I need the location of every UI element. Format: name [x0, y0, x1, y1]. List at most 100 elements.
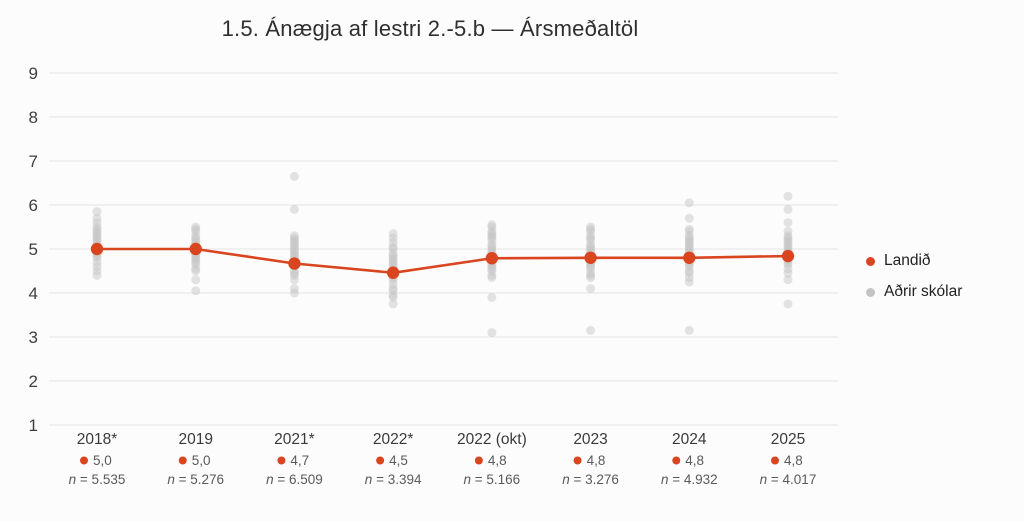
- x-axis-label-group: 2022 (okt) 4,8 n = 5.166: [457, 431, 527, 487]
- scatter-point: [388, 251, 398, 261]
- scatter-point: [388, 290, 398, 300]
- n-label: n = 6.509: [266, 472, 323, 487]
- scatter-point: [191, 222, 201, 232]
- scatter-point: [191, 226, 201, 236]
- x-axis-label-group: 2022* 4,5 n = 3.394: [365, 431, 422, 487]
- y-tick-label: 5: [29, 240, 38, 259]
- scatter-point: [388, 255, 398, 265]
- scatter-point: [684, 233, 694, 243]
- x-category-label: 2021*: [274, 431, 315, 448]
- x-category-label: 2023: [573, 431, 607, 448]
- x-axis-label-group: 2021* 4,7 n = 6.509: [266, 431, 323, 487]
- x-axis-label-group: 2024 4,8 n = 4.932: [661, 431, 718, 487]
- legend-item-landid[interactable]: Landið: [866, 252, 962, 270]
- scatter-point: [92, 218, 102, 228]
- scatter-point: [92, 262, 102, 272]
- scatter-point: [92, 235, 102, 245]
- line-series-landid: [90, 242, 795, 279]
- x-category-label: 2024: [672, 431, 707, 448]
- scatter-point: [783, 226, 793, 236]
- scatter-point: [388, 299, 398, 309]
- x-axis-label-group: 2018* 5,0 n = 5.535: [69, 431, 126, 487]
- scatter-point: [586, 240, 596, 250]
- scatter-point: [92, 270, 102, 280]
- scatter-point: [586, 242, 596, 252]
- x-category-label: 2019: [178, 431, 212, 448]
- scatter-point: [783, 235, 793, 245]
- line-path: [97, 247, 789, 275]
- scatter-point: [191, 235, 201, 245]
- scatter-point: [586, 270, 596, 280]
- scatter-point: [191, 233, 201, 243]
- scatter-point: [783, 231, 793, 241]
- scatter-point: [684, 277, 694, 287]
- y-tick-label: 4: [29, 284, 38, 303]
- scatter-point: [586, 273, 596, 283]
- scatter-point: [684, 224, 694, 234]
- scatter-point: [783, 259, 793, 269]
- scatter-point: [191, 255, 201, 265]
- scatter-point: [586, 268, 596, 278]
- scatter-point: [191, 286, 201, 296]
- scatter-point: [289, 244, 299, 254]
- scatter-point: [388, 292, 398, 302]
- x-category-label: 2025: [771, 431, 805, 448]
- scatter-point: [92, 253, 102, 263]
- x-category-label: 2022*: [373, 431, 414, 448]
- scatter-point: [487, 220, 497, 230]
- scatter-point: [684, 242, 694, 252]
- scatter-point: [684, 273, 694, 283]
- y-tick-label: 2: [29, 372, 38, 391]
- scatter-point: [388, 233, 398, 243]
- value-bullet-icon: [573, 456, 582, 465]
- scatter-point: [684, 198, 694, 208]
- scatter-point: [92, 266, 102, 276]
- scatter-point: [487, 240, 497, 250]
- y-tick-label: 8: [29, 108, 38, 127]
- value-label: 4,8: [488, 453, 507, 468]
- value-label: 4,8: [587, 453, 606, 468]
- value-bullet-icon: [770, 456, 779, 465]
- scatter-point: [684, 268, 694, 278]
- scatter-point: [388, 257, 398, 267]
- scatter-point: [783, 299, 793, 309]
- legend-item-adrir-skolar[interactable]: Aðrir skólar: [866, 283, 962, 301]
- value-bullet-icon: [80, 456, 88, 465]
- scatter-point: [388, 244, 398, 254]
- value-label: 4,7: [290, 453, 309, 468]
- scatter-point: [487, 244, 497, 254]
- scatter-point: [388, 286, 398, 296]
- scatter-point: [783, 218, 793, 228]
- scatter-point: [586, 226, 596, 236]
- scatter-point: [783, 268, 793, 278]
- scatter-point: [388, 259, 398, 269]
- scatter-point: [783, 240, 793, 250]
- line-point: [584, 251, 597, 264]
- legend-dot-gray-icon: [866, 287, 875, 297]
- scatter-point: [388, 229, 398, 239]
- scatter-point: [487, 235, 497, 245]
- scatter-point: [487, 273, 497, 283]
- scatter-point: [684, 226, 694, 236]
- scatter-point: [487, 262, 497, 272]
- scatter-point: [388, 279, 398, 289]
- scatter-point: [388, 237, 398, 247]
- scatter-point: [92, 222, 102, 232]
- scatter-point: [487, 328, 497, 338]
- scatter-point: [487, 226, 497, 236]
- scatter-point: [586, 244, 596, 254]
- scatter-point: [92, 257, 102, 267]
- value-bullet-icon: [474, 456, 483, 465]
- y-tick-label: 6: [29, 196, 38, 215]
- scatter-point: [684, 266, 694, 276]
- scatter-point: [289, 288, 299, 298]
- value-label: 4,5: [389, 453, 408, 468]
- scatter-point: [487, 264, 497, 274]
- scatter-point: [388, 284, 398, 294]
- line-point: [288, 257, 301, 270]
- scatter-point: [289, 248, 299, 258]
- scatter-point: [289, 237, 299, 247]
- scatter-point: [487, 231, 497, 241]
- scatter-point: [783, 264, 793, 274]
